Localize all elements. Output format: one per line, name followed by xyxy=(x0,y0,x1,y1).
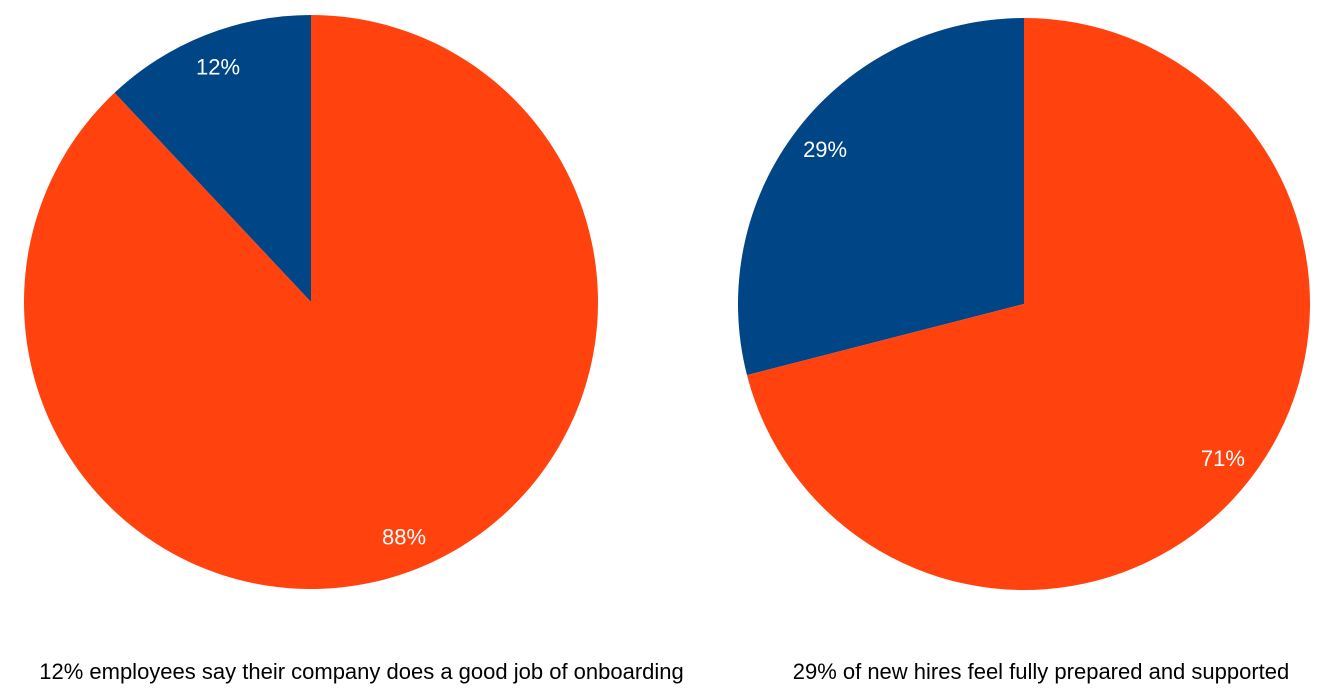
pie-slice-label: 12% xyxy=(196,55,240,80)
pie-slice-remainder xyxy=(24,15,598,589)
chart-caption-new-hires: 29% of new hires feel fully prepared and… xyxy=(792,659,1290,684)
pie-slice-highlighted-share xyxy=(114,15,311,302)
pie-new-hires-svg: 29% 71% xyxy=(738,18,1310,590)
pie-slice-label: 29% xyxy=(803,137,847,162)
pie-slice-label: 71% xyxy=(1201,446,1245,471)
pie-onboarding-svg: 12% 88% xyxy=(24,15,598,589)
pie-slice-remainder xyxy=(746,18,1310,590)
pie-slice-label: 88% xyxy=(382,524,426,549)
chart-caption-onboarding: 12% employees say their company does a g… xyxy=(39,659,684,684)
pie-slice-highlighted-share xyxy=(738,18,1024,376)
